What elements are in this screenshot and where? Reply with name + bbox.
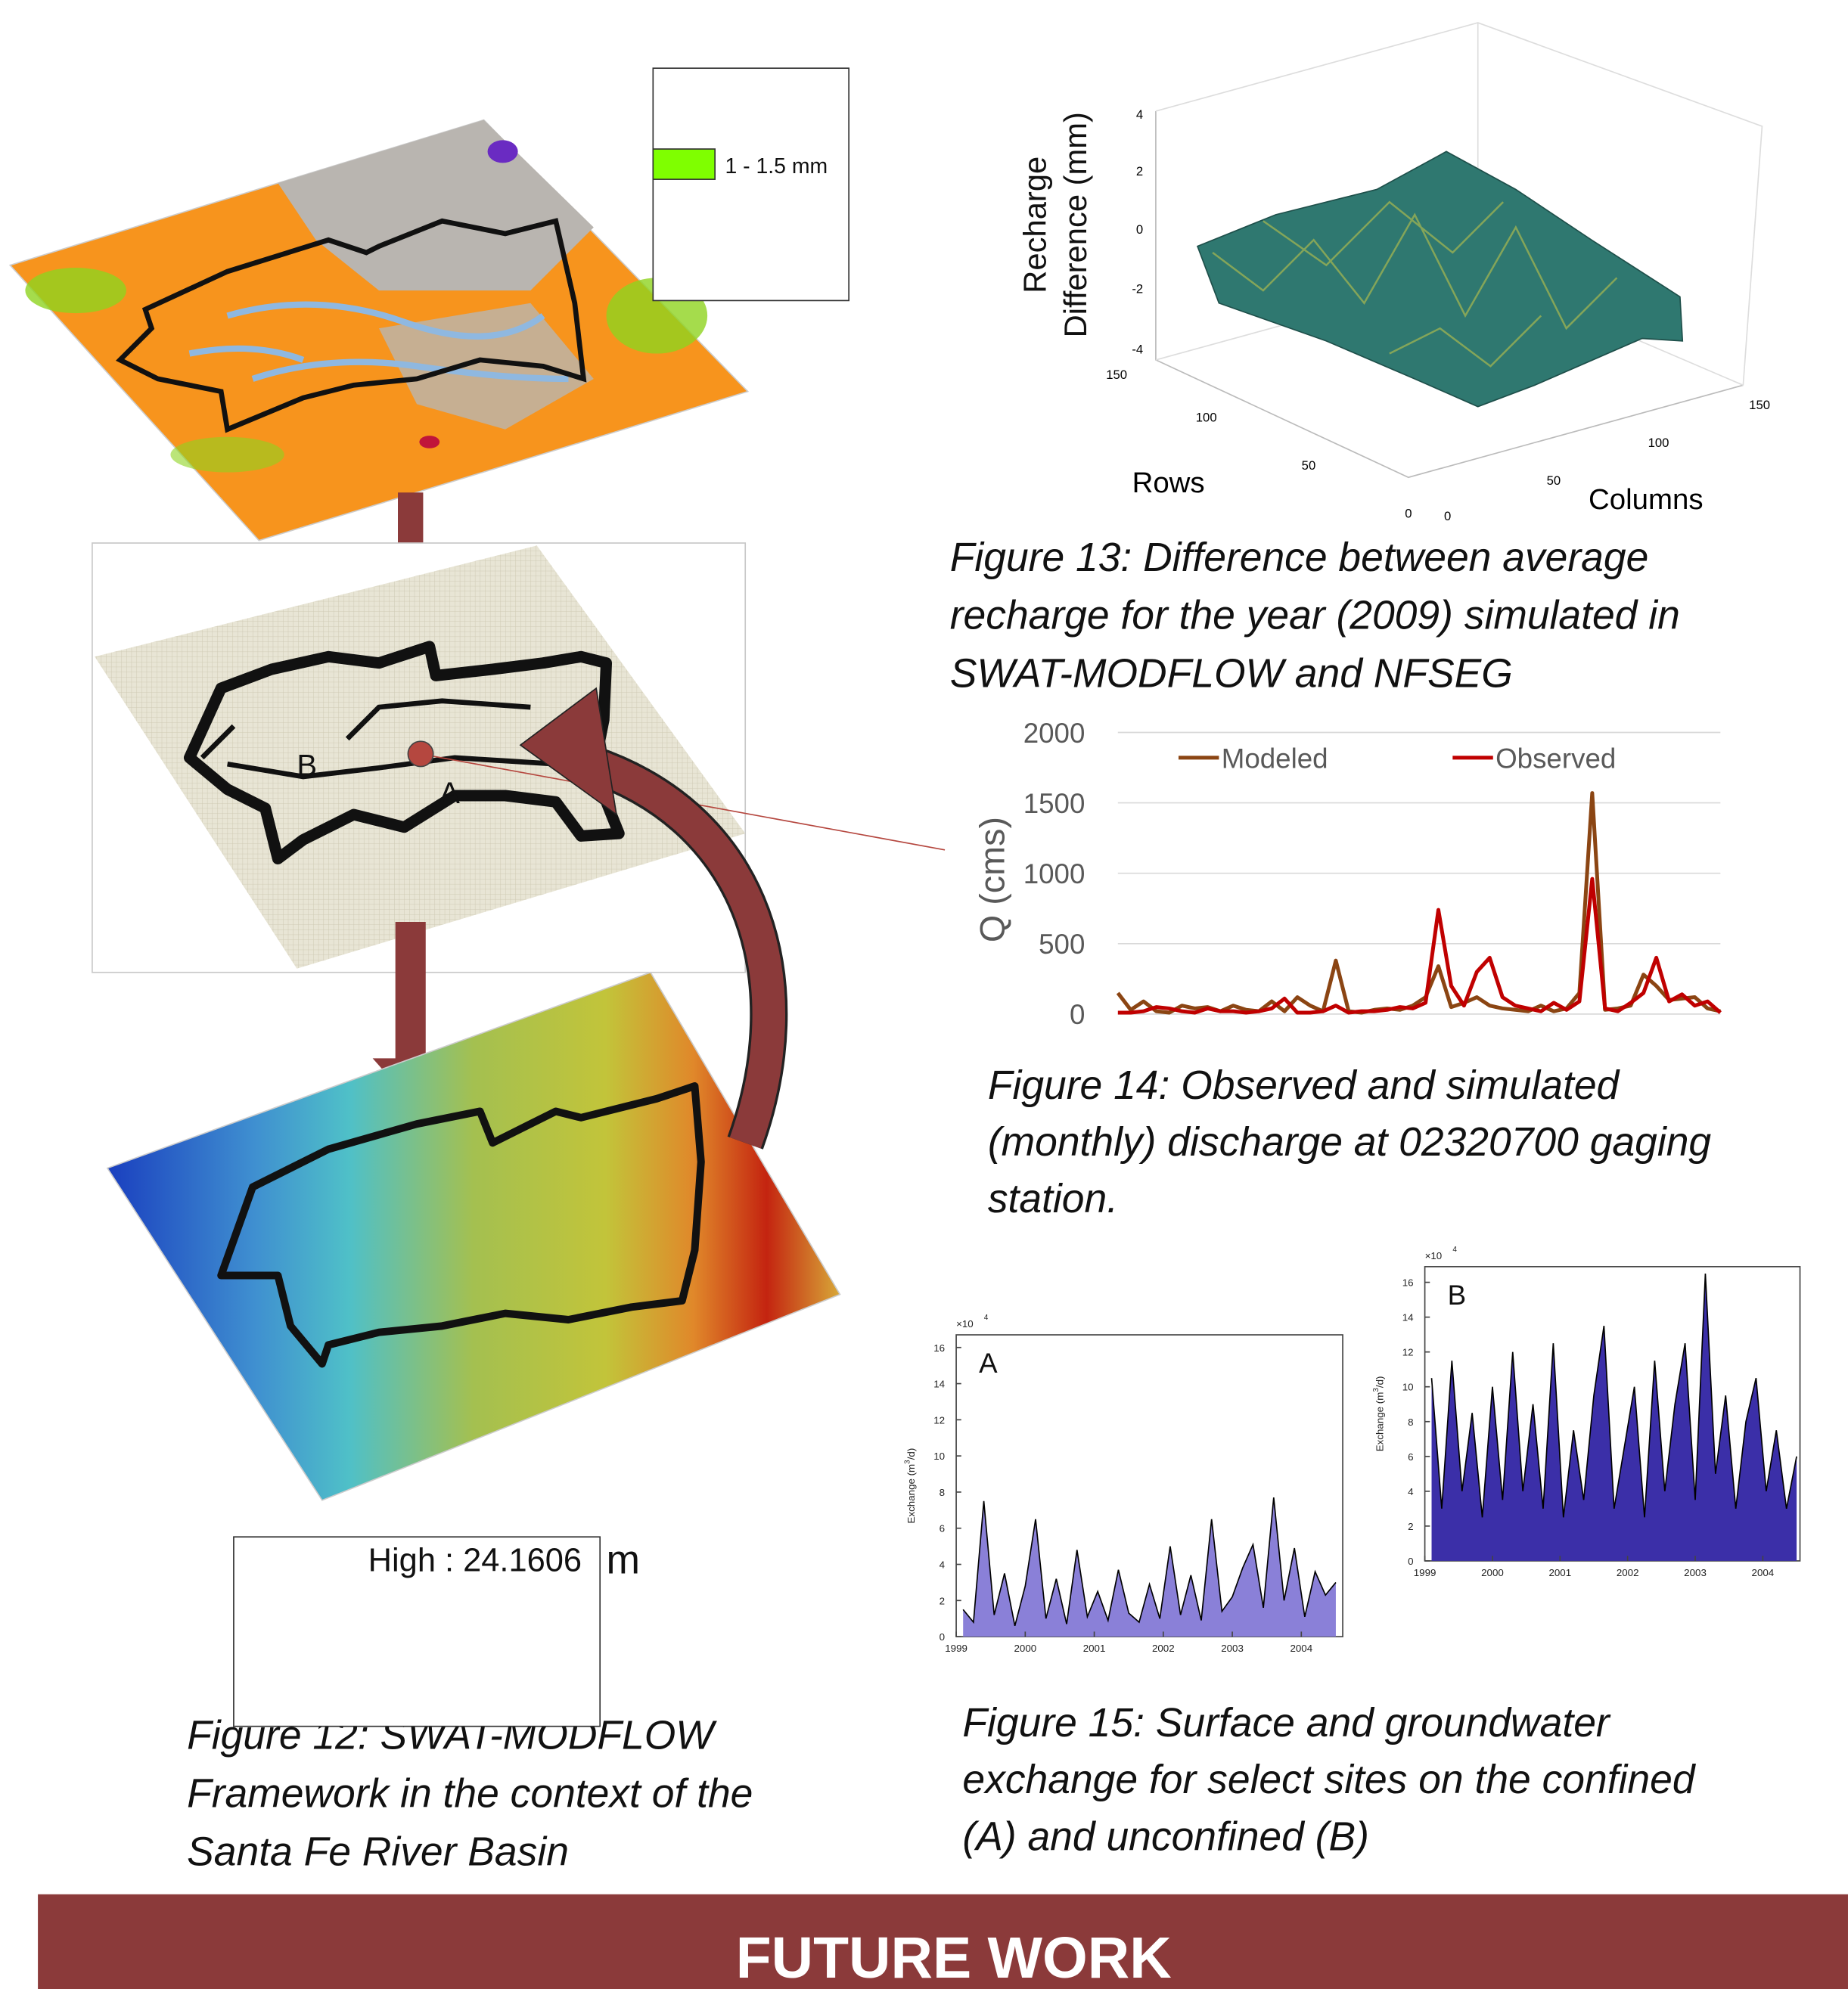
recharge-surface xyxy=(1197,151,1682,406)
y-tick-label: 1500 xyxy=(1023,788,1086,819)
legend-label: High : 24.1606 xyxy=(368,1542,582,1578)
legend-label: Modeled xyxy=(1222,743,1328,774)
y-tick-label: 16 xyxy=(933,1342,945,1354)
x-tick-label: 2004 xyxy=(1290,1643,1312,1654)
x-tick-label: 2001 xyxy=(1083,1643,1106,1654)
x-tick-label: 2004 xyxy=(1752,1567,1775,1578)
site-label: A xyxy=(439,777,460,810)
axis-label: Rows xyxy=(1132,467,1205,499)
y-tick-label: 6 xyxy=(1408,1451,1413,1463)
y-axis-label-part: 3 xyxy=(903,1460,912,1464)
tick-label: 0 xyxy=(1444,509,1451,523)
y-axis-label-part: Exchange (m xyxy=(1374,1392,1385,1452)
y-tick-label: 10 xyxy=(1402,1382,1414,1393)
map-patch xyxy=(488,140,518,163)
map-patch xyxy=(170,437,284,473)
x-tick-label: 2002 xyxy=(1617,1567,1639,1578)
tick-label: -4 xyxy=(1132,343,1143,357)
y-tick-label: 8 xyxy=(1408,1417,1413,1428)
y-tick-label: 8 xyxy=(940,1487,945,1498)
x-tick-label: 2000 xyxy=(1014,1643,1036,1654)
caption: station. xyxy=(988,1177,1118,1221)
tick-label: 2 xyxy=(1136,164,1143,178)
x-tick-label: 2003 xyxy=(1221,1643,1244,1654)
y-tick-label: 1000 xyxy=(1023,858,1086,889)
y-tick-label: 500 xyxy=(1039,929,1085,960)
caption: Figure 15: Surface and groundwater xyxy=(962,1701,1610,1745)
poster: 1 - 1.5 mm B A Figure 12: SWAT-MODFLOW F… xyxy=(0,0,1848,1989)
y-tick-label: 2000 xyxy=(1023,718,1086,749)
head-map xyxy=(107,973,840,1500)
legend-box xyxy=(653,68,849,300)
axis-label: Recharge xyxy=(1017,157,1053,293)
y-tick-label: 4 xyxy=(1408,1486,1414,1497)
y-tick-label: 0 xyxy=(940,1631,945,1643)
series-line xyxy=(1118,879,1721,1013)
y-tick-label: 12 xyxy=(933,1414,945,1426)
caption: Framework in the context of the xyxy=(187,1772,753,1817)
map-patch xyxy=(419,436,439,448)
caption: exchange for select sites on the confine… xyxy=(962,1758,1696,1802)
y-axis-label-part: /d) xyxy=(1374,1376,1385,1389)
y-axis-label-part: /d) xyxy=(905,1448,917,1460)
legend-label: Observed xyxy=(1495,743,1616,774)
scale-label: ×10 xyxy=(1425,1250,1443,1261)
caption: Figure 14: Observed and simulated xyxy=(988,1063,1621,1108)
series-line xyxy=(1118,793,1721,1013)
scale-power: 4 xyxy=(1452,1246,1457,1254)
y-tick-label: 4 xyxy=(940,1559,946,1571)
y-axis-label-part: 3 xyxy=(1372,1388,1381,1392)
y-tick-label: 14 xyxy=(933,1379,945,1390)
caption: Santa Fe River Basin xyxy=(187,1829,569,1874)
tick-label: 150 xyxy=(1749,398,1770,412)
axis-label: Difference (mm) xyxy=(1058,112,1093,337)
y-tick-label: 12 xyxy=(1402,1347,1414,1358)
page: { "figure_12": {"map_legend": "1 - 1.5 m… xyxy=(0,0,1848,1989)
tick-label: 50 xyxy=(1547,473,1561,488)
scale-label: ×10 xyxy=(956,1318,974,1330)
tick-label: 100 xyxy=(1196,411,1217,425)
y-axis-label: Q (cms) xyxy=(973,817,1012,942)
x-tick-label: 2002 xyxy=(1152,1643,1175,1654)
x-tick-label: 1999 xyxy=(945,1643,967,1654)
axis-label: Columns xyxy=(1589,483,1703,516)
caption: recharge for the year (2009) simulated i… xyxy=(950,594,1680,638)
y-tick-label: 2 xyxy=(1408,1521,1413,1532)
panel-label: B xyxy=(1448,1280,1467,1311)
legend-label: 1 - 1.5 mm xyxy=(725,154,828,178)
tick-label: 0 xyxy=(1405,507,1412,521)
y-tick-label: 0 xyxy=(1070,999,1085,1030)
y-tick-label: 2 xyxy=(940,1595,945,1606)
y-tick-label: 10 xyxy=(933,1451,945,1462)
y-tick-label: 16 xyxy=(1402,1277,1414,1289)
caption: Figure 13: Difference between average xyxy=(950,535,1649,580)
tick-label: -2 xyxy=(1132,281,1143,296)
tick-label: 150 xyxy=(1106,368,1127,382)
gage-point xyxy=(408,741,433,766)
site-label: B xyxy=(297,749,317,782)
y-axis-label: Exchange (m3/d) xyxy=(903,1448,917,1524)
caption: (A) and unconfined (B) xyxy=(962,1814,1368,1859)
y-axis-label: Exchange (m3/d) xyxy=(1372,1376,1386,1452)
caption: (monthly) discharge at 02320700 gaging xyxy=(988,1120,1712,1165)
legend-label: m xyxy=(607,1538,641,1583)
panel-label: A xyxy=(979,1348,998,1379)
y-tick-label: 6 xyxy=(940,1523,945,1534)
x-tick-label: 2003 xyxy=(1684,1567,1707,1578)
tick-label: 0 xyxy=(1136,222,1143,237)
caption: SWAT-MODFLOW and NFSEG xyxy=(950,651,1513,696)
legend-swatch xyxy=(653,149,715,179)
scale-power: 4 xyxy=(984,1314,989,1322)
tick-label: 100 xyxy=(1648,436,1669,450)
x-tick-label: 2000 xyxy=(1481,1567,1504,1578)
tick-label: 4 xyxy=(1136,107,1143,122)
x-tick-label: 1999 xyxy=(1414,1567,1436,1578)
y-tick-label: 14 xyxy=(1402,1312,1414,1323)
y-tick-label: 0 xyxy=(1408,1556,1413,1567)
x-tick-label: 2001 xyxy=(1548,1567,1571,1578)
map-patch xyxy=(25,268,126,313)
tick-label: 50 xyxy=(1302,458,1316,473)
section-title: FUTURE WORK xyxy=(736,1925,1172,1989)
y-axis-label-part: Exchange (m xyxy=(905,1464,917,1524)
